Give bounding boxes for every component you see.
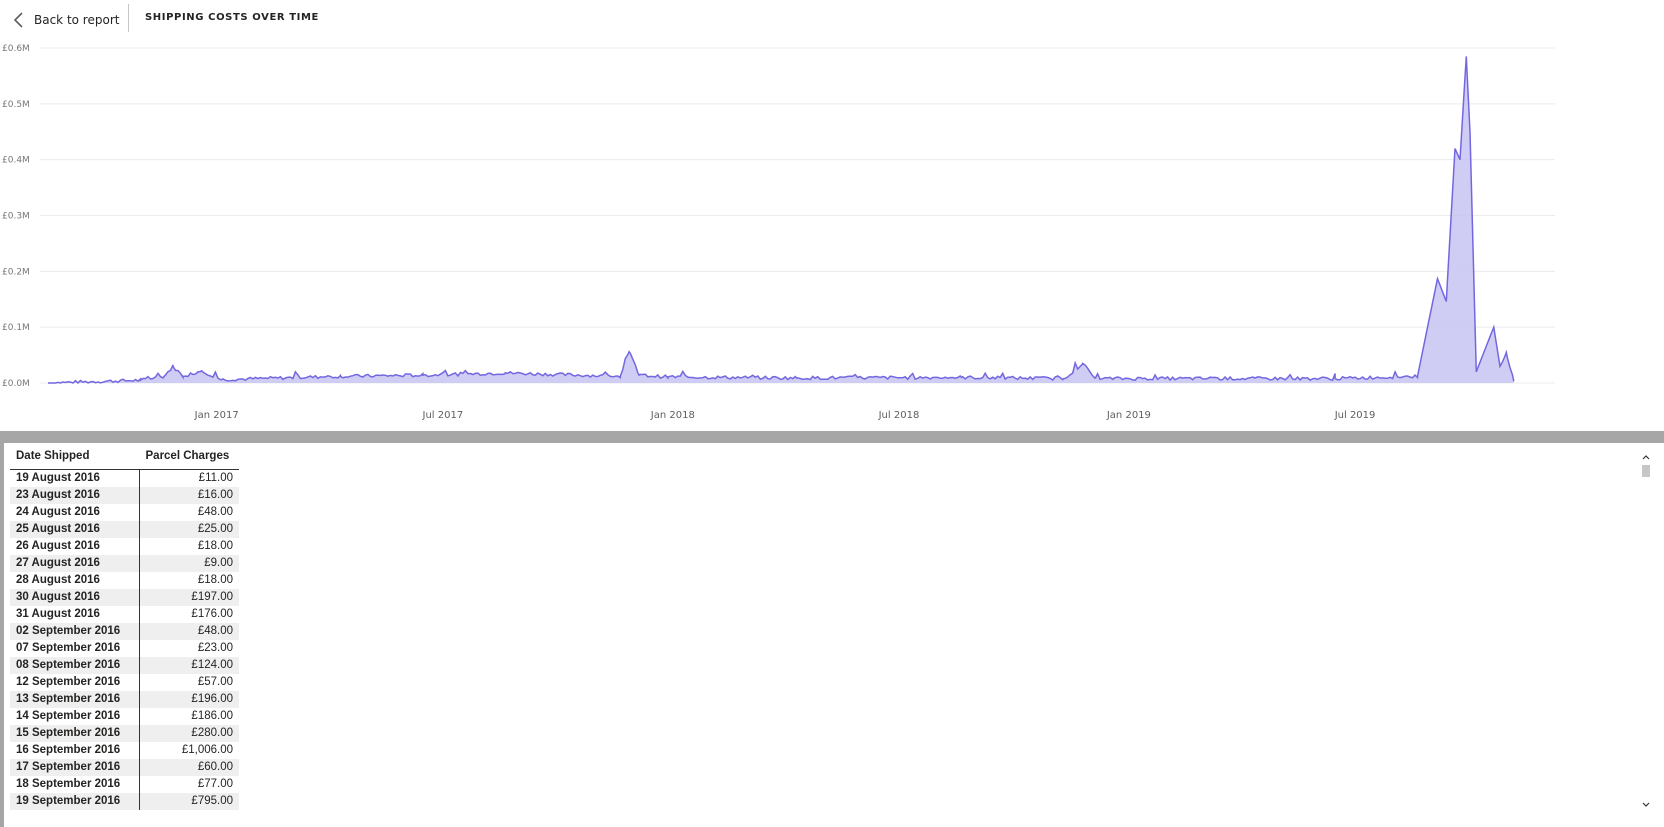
table-row[interactable]: 08 September 2016 £124.00 — [10, 657, 239, 674]
y-tick-label: £0.5M — [2, 100, 30, 110]
table-row[interactable]: 07 September 2016 £23.00 — [10, 640, 239, 657]
date-shipped-cell: 30 August 2016 — [10, 589, 140, 606]
parcel-charges-cell: £795.00 — [139, 793, 239, 810]
scrollbar-thumb[interactable] — [1642, 465, 1650, 477]
table-row[interactable]: 16 September 2016 £1,006.00 — [10, 742, 239, 759]
date-shipped-cell: 16 September 2016 — [10, 742, 140, 759]
table-row[interactable]: 27 August 2016 £9.00 — [10, 555, 239, 572]
parcel-charges-cell: £23.00 — [139, 640, 239, 657]
parcel-charges-cell: £280.00 — [139, 725, 239, 742]
date-shipped-cell: 02 September 2016 — [10, 623, 140, 640]
area-chart-svg[interactable]: £0.0M £0.1M £0.2M £0.3M £0.4M £0.5M £0.6M Jan 2… — [0, 40, 1664, 430]
parcel-charges-cell: £57.00 — [139, 674, 239, 691]
chevron-up-icon[interactable] — [1640, 451, 1652, 463]
table-row[interactable]: 13 September 2016 £196.00 — [10, 691, 239, 708]
page-title: SHIPPING COSTS OVER TIME — [145, 12, 319, 23]
y-tick-label: £0.2M — [2, 267, 30, 277]
x-tick-label: Jul 2019 — [1334, 410, 1376, 421]
x-tick-label: Jan 2019 — [1106, 410, 1151, 421]
date-shipped-cell: 17 September 2016 — [10, 759, 140, 776]
table-row[interactable]: 14 September 2016 £186.00 — [10, 708, 239, 725]
x-tick-label: Jul 2017 — [422, 410, 464, 421]
date-shipped-cell: 13 September 2016 — [10, 691, 140, 708]
parcel-charges-cell: £77.00 — [139, 776, 239, 793]
series-area-fill — [48, 56, 1514, 384]
date-shipped-cell: 15 September 2016 — [10, 725, 140, 742]
date-shipped-cell: 23 August 2016 — [10, 487, 140, 504]
table-row[interactable]: 23 August 2016 £16.00 — [10, 487, 239, 504]
table-row[interactable]: 02 September 2016 £48.00 — [10, 623, 239, 640]
table-row[interactable]: 18 September 2016 £77.00 — [10, 776, 239, 793]
table-row[interactable]: 15 September 2016 £280.00 — [10, 725, 239, 742]
x-tick-label: Jan 2018 — [650, 410, 695, 421]
table-scrollbar[interactable] — [1640, 451, 1652, 811]
parcel-charges-cell: £176.00 — [139, 606, 239, 623]
y-tick-label: £0.1M — [2, 323, 30, 333]
y-tick-label: £0.0M — [2, 379, 30, 389]
chevron-down-icon[interactable] — [1640, 799, 1652, 811]
y-tick-label: £0.4M — [2, 156, 30, 166]
date-shipped-cell: 08 September 2016 — [10, 657, 140, 674]
parcel-charges-cell: £186.00 — [139, 708, 239, 725]
column-header-date-shipped[interactable]: Date Shipped — [10, 443, 140, 470]
parcel-charges-cell: £18.00 — [139, 572, 239, 589]
series-line[interactable] — [48, 56, 1515, 385]
date-shipped-cell: 07 September 2016 — [10, 640, 140, 657]
date-shipped-cell: 12 September 2016 — [10, 674, 140, 691]
y-tick-label: £0.3M — [2, 212, 30, 222]
back-to-report-label: Back to report — [34, 13, 120, 27]
date-shipped-cell: 26 August 2016 — [10, 538, 140, 555]
data-table: Date Shipped Parcel Charges 19 August 20… — [10, 443, 239, 810]
table-row[interactable]: 24 August 2016 £48.00 — [10, 504, 239, 521]
column-header-parcel-charges[interactable]: Parcel Charges — [139, 443, 239, 470]
parcel-charges-cell: £11.00 — [139, 469, 239, 487]
table-row[interactable]: 19 September 2016 £795.00 — [10, 793, 239, 810]
date-shipped-cell: 24 August 2016 — [10, 504, 140, 521]
table-header-row: Date Shipped Parcel Charges — [10, 443, 239, 470]
chevron-left-icon — [13, 12, 23, 28]
parcel-charges-cell: £60.00 — [139, 759, 239, 776]
parcel-charges-cell: £48.00 — [139, 623, 239, 640]
table-row[interactable]: 19 August 2016 £11.00 — [10, 469, 239, 487]
shipping-costs-chart[interactable]: £0.0M £0.1M £0.2M £0.3M £0.4M £0.5M £0.6M Jan 2… — [0, 40, 1664, 430]
parcel-charges-cell: £16.00 — [139, 487, 239, 504]
focus-mode-separator — [0, 431, 1664, 443]
date-shipped-cell: 18 September 2016 — [10, 776, 140, 793]
date-shipped-cell: 19 September 2016 — [10, 793, 140, 810]
x-tick-label: Jul 2018 — [878, 410, 920, 421]
table-row[interactable]: 30 August 2016 £197.00 — [10, 589, 239, 606]
table-row[interactable]: 17 September 2016 £60.00 — [10, 759, 239, 776]
parcel-charges-cell: £18.00 — [139, 538, 239, 555]
table-row[interactable]: 28 August 2016 £18.00 — [10, 572, 239, 589]
date-shipped-cell: 31 August 2016 — [10, 606, 140, 623]
parcel-charges-cell: £196.00 — [139, 691, 239, 708]
parcel-charges-cell: £1,006.00 — [139, 742, 239, 759]
parcel-charges-cell: £124.00 — [139, 657, 239, 674]
parcel-charges-cell: £48.00 — [139, 504, 239, 521]
date-shipped-cell: 25 August 2016 — [10, 521, 140, 538]
date-shipped-cell: 19 August 2016 — [10, 469, 140, 487]
table-scroll-region[interactable]: Date Shipped Parcel Charges 19 August 20… — [10, 443, 250, 821]
table-row[interactable]: 31 August 2016 £176.00 — [10, 606, 239, 623]
table-visual: Date Shipped Parcel Charges 19 August 20… — [0, 443, 1664, 827]
parcel-charges-cell: £25.00 — [139, 521, 239, 538]
parcel-charges-cell: £197.00 — [139, 589, 239, 606]
date-shipped-cell: 14 September 2016 — [10, 708, 140, 725]
header-bar: Back to report SHIPPING COSTS OVER TIME — [0, 0, 1664, 40]
header-divider — [128, 4, 129, 32]
x-tick-label: Jan 2017 — [194, 410, 239, 421]
y-tick-label: £0.6M — [2, 44, 30, 54]
back-to-report-button[interactable]: Back to report — [12, 8, 119, 32]
date-shipped-cell: 27 August 2016 — [10, 555, 140, 572]
date-shipped-cell: 28 August 2016 — [10, 572, 140, 589]
parcel-charges-cell: £9.00 — [139, 555, 239, 572]
table-row[interactable]: 25 August 2016 £25.00 — [10, 521, 239, 538]
table-row[interactable]: 26 August 2016 £18.00 — [10, 538, 239, 555]
table-row[interactable]: 12 September 2016 £57.00 — [10, 674, 239, 691]
